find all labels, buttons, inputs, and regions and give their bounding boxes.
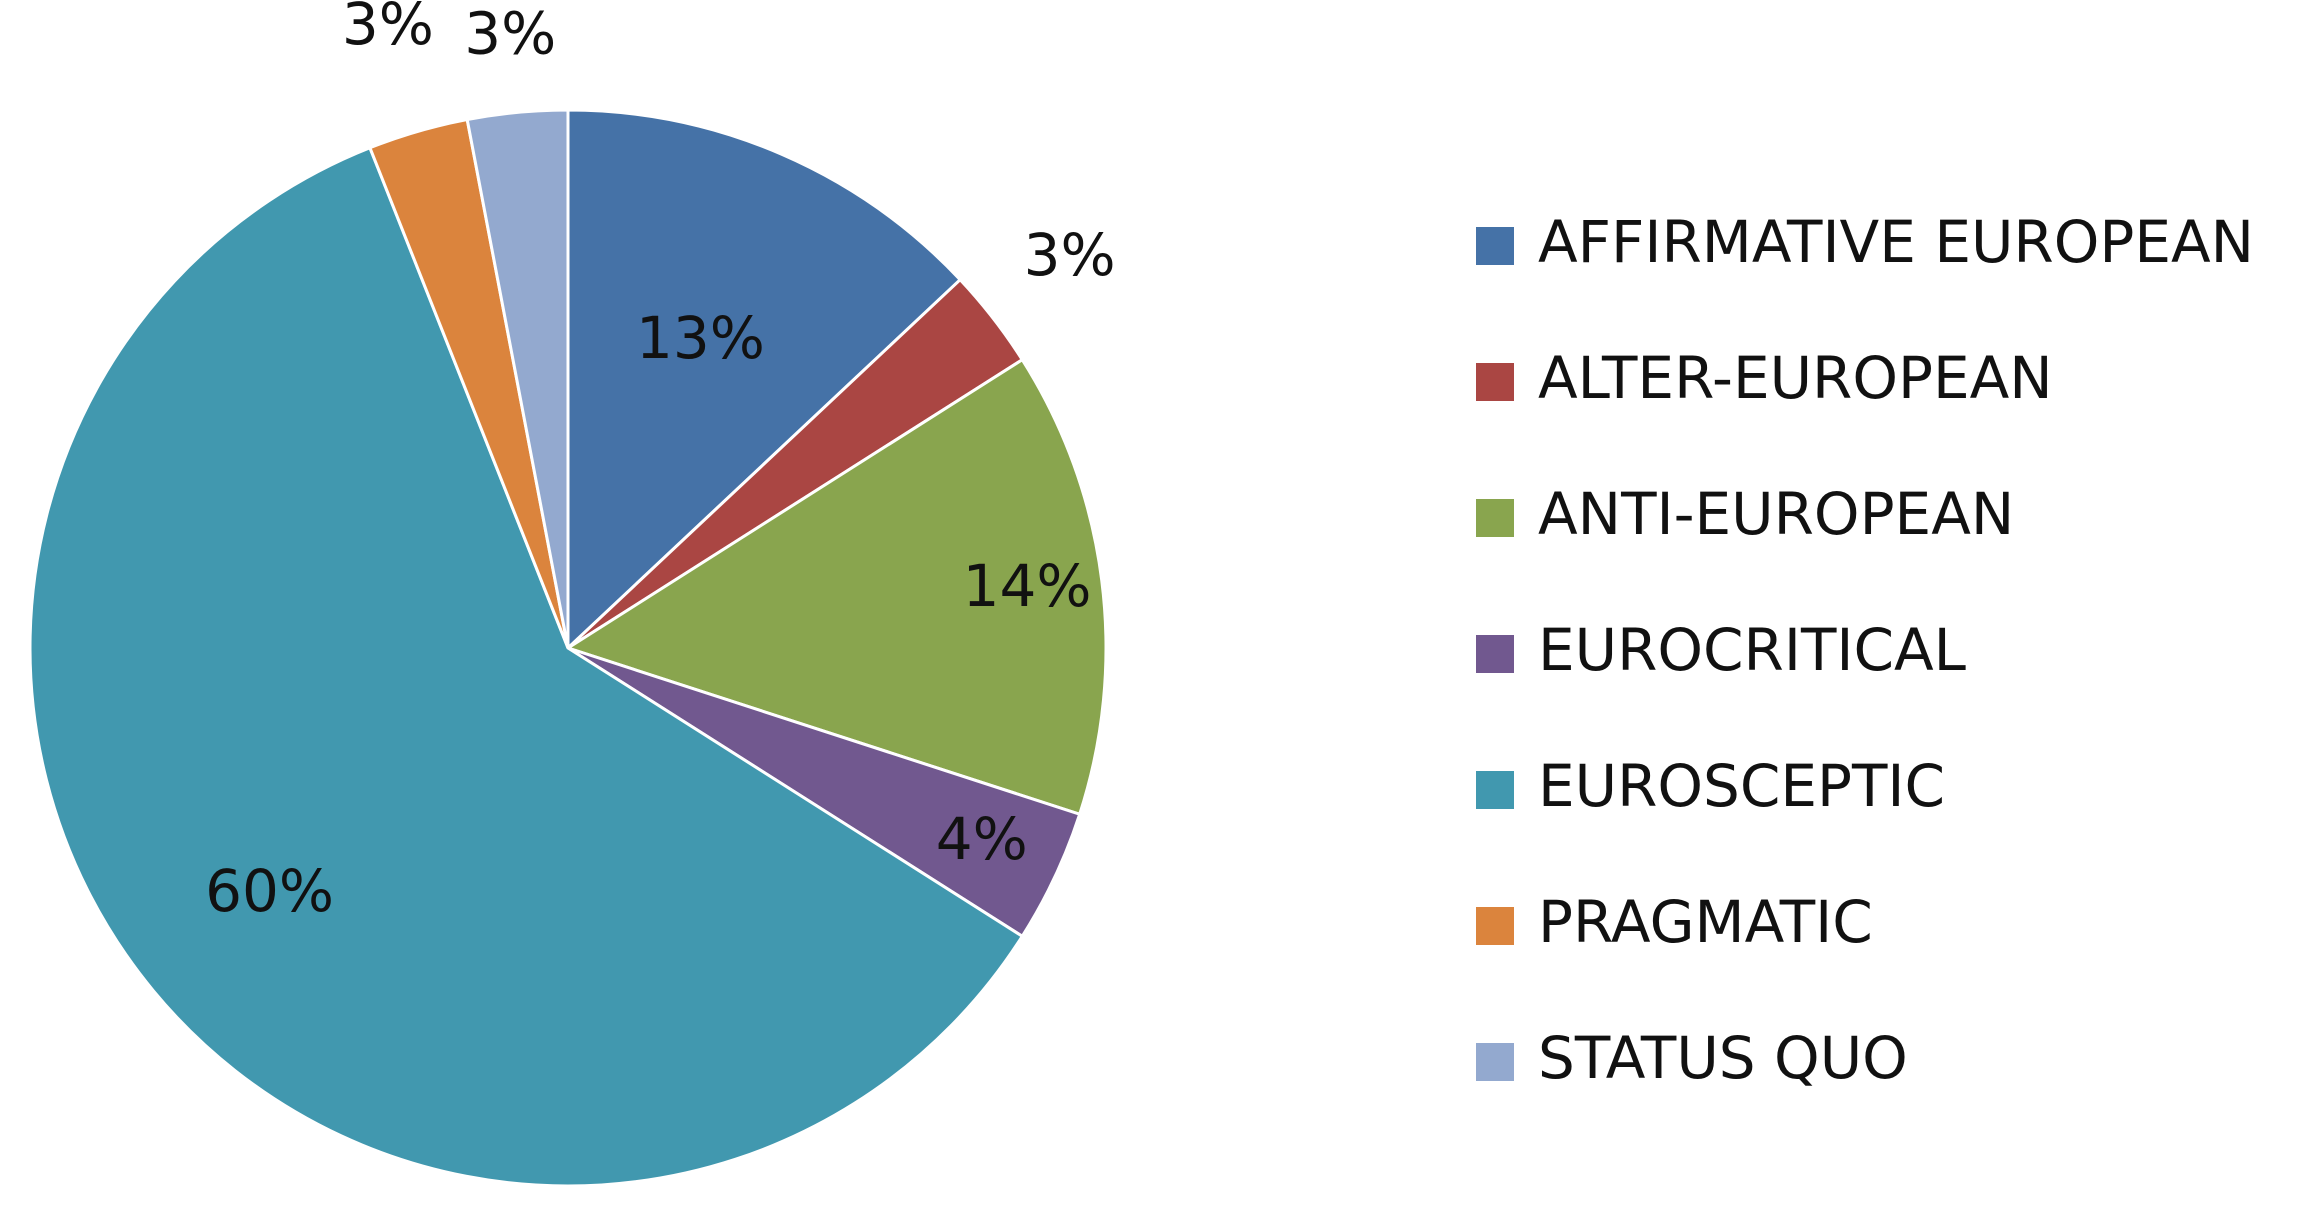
legend-swatch-status-quo <box>1476 1043 1514 1081</box>
legend-label-eurocritical: EUROCRITICAL <box>1538 616 1966 684</box>
data-label-status-quo: 3% <box>464 0 556 68</box>
legend-label-affirmative-european: AFFIRMATIVE EUROPEAN <box>1538 208 2254 276</box>
legend-label-alter-european: ALTER-EUROPEAN <box>1538 344 2053 412</box>
legend: AFFIRMATIVE EUROPEAN ALTER-EUROPEAN ANTI-E… <box>1476 208 2254 1092</box>
legend-swatch-anti-european <box>1476 499 1514 537</box>
pie-slice-anti-european <box>564 357 1108 817</box>
legend-swatch-pragmatic <box>1476 907 1514 945</box>
data-label-eurosceptic: 60% <box>205 857 334 925</box>
legend-label-anti-european: ANTI-EUROPEAN <box>1538 480 2014 548</box>
legend-label-status-quo: STATUS QUO <box>1538 1024 1908 1092</box>
pie-slices <box>28 108 1108 1188</box>
data-labels: 13% 3% 14% 4% 60% 3% 3% <box>205 0 1116 925</box>
pie-slice-status-quo <box>465 108 570 649</box>
legend-swatch-eurosceptic <box>1476 771 1514 809</box>
data-label-eurocritical: 4% <box>936 805 1028 873</box>
pie-slice-affirmative-european <box>566 108 963 652</box>
legend-swatch-affirmative-european <box>1476 227 1514 265</box>
legend-swatch-alter-european <box>1476 363 1514 401</box>
pie-slice-eurosceptic <box>28 145 1025 1188</box>
legend-swatch-eurocritical <box>1476 635 1514 673</box>
legend-label-eurosceptic: EUROSCEPTIC <box>1538 752 1945 820</box>
data-label-pragmatic: 3% <box>342 0 434 58</box>
data-label-affirmative-european: 13% <box>636 304 765 372</box>
legend-label-pragmatic: PRAGMATIC <box>1538 888 1873 956</box>
data-label-anti-european: 14% <box>963 552 1092 620</box>
data-label-alter-european: 3% <box>1024 221 1116 289</box>
